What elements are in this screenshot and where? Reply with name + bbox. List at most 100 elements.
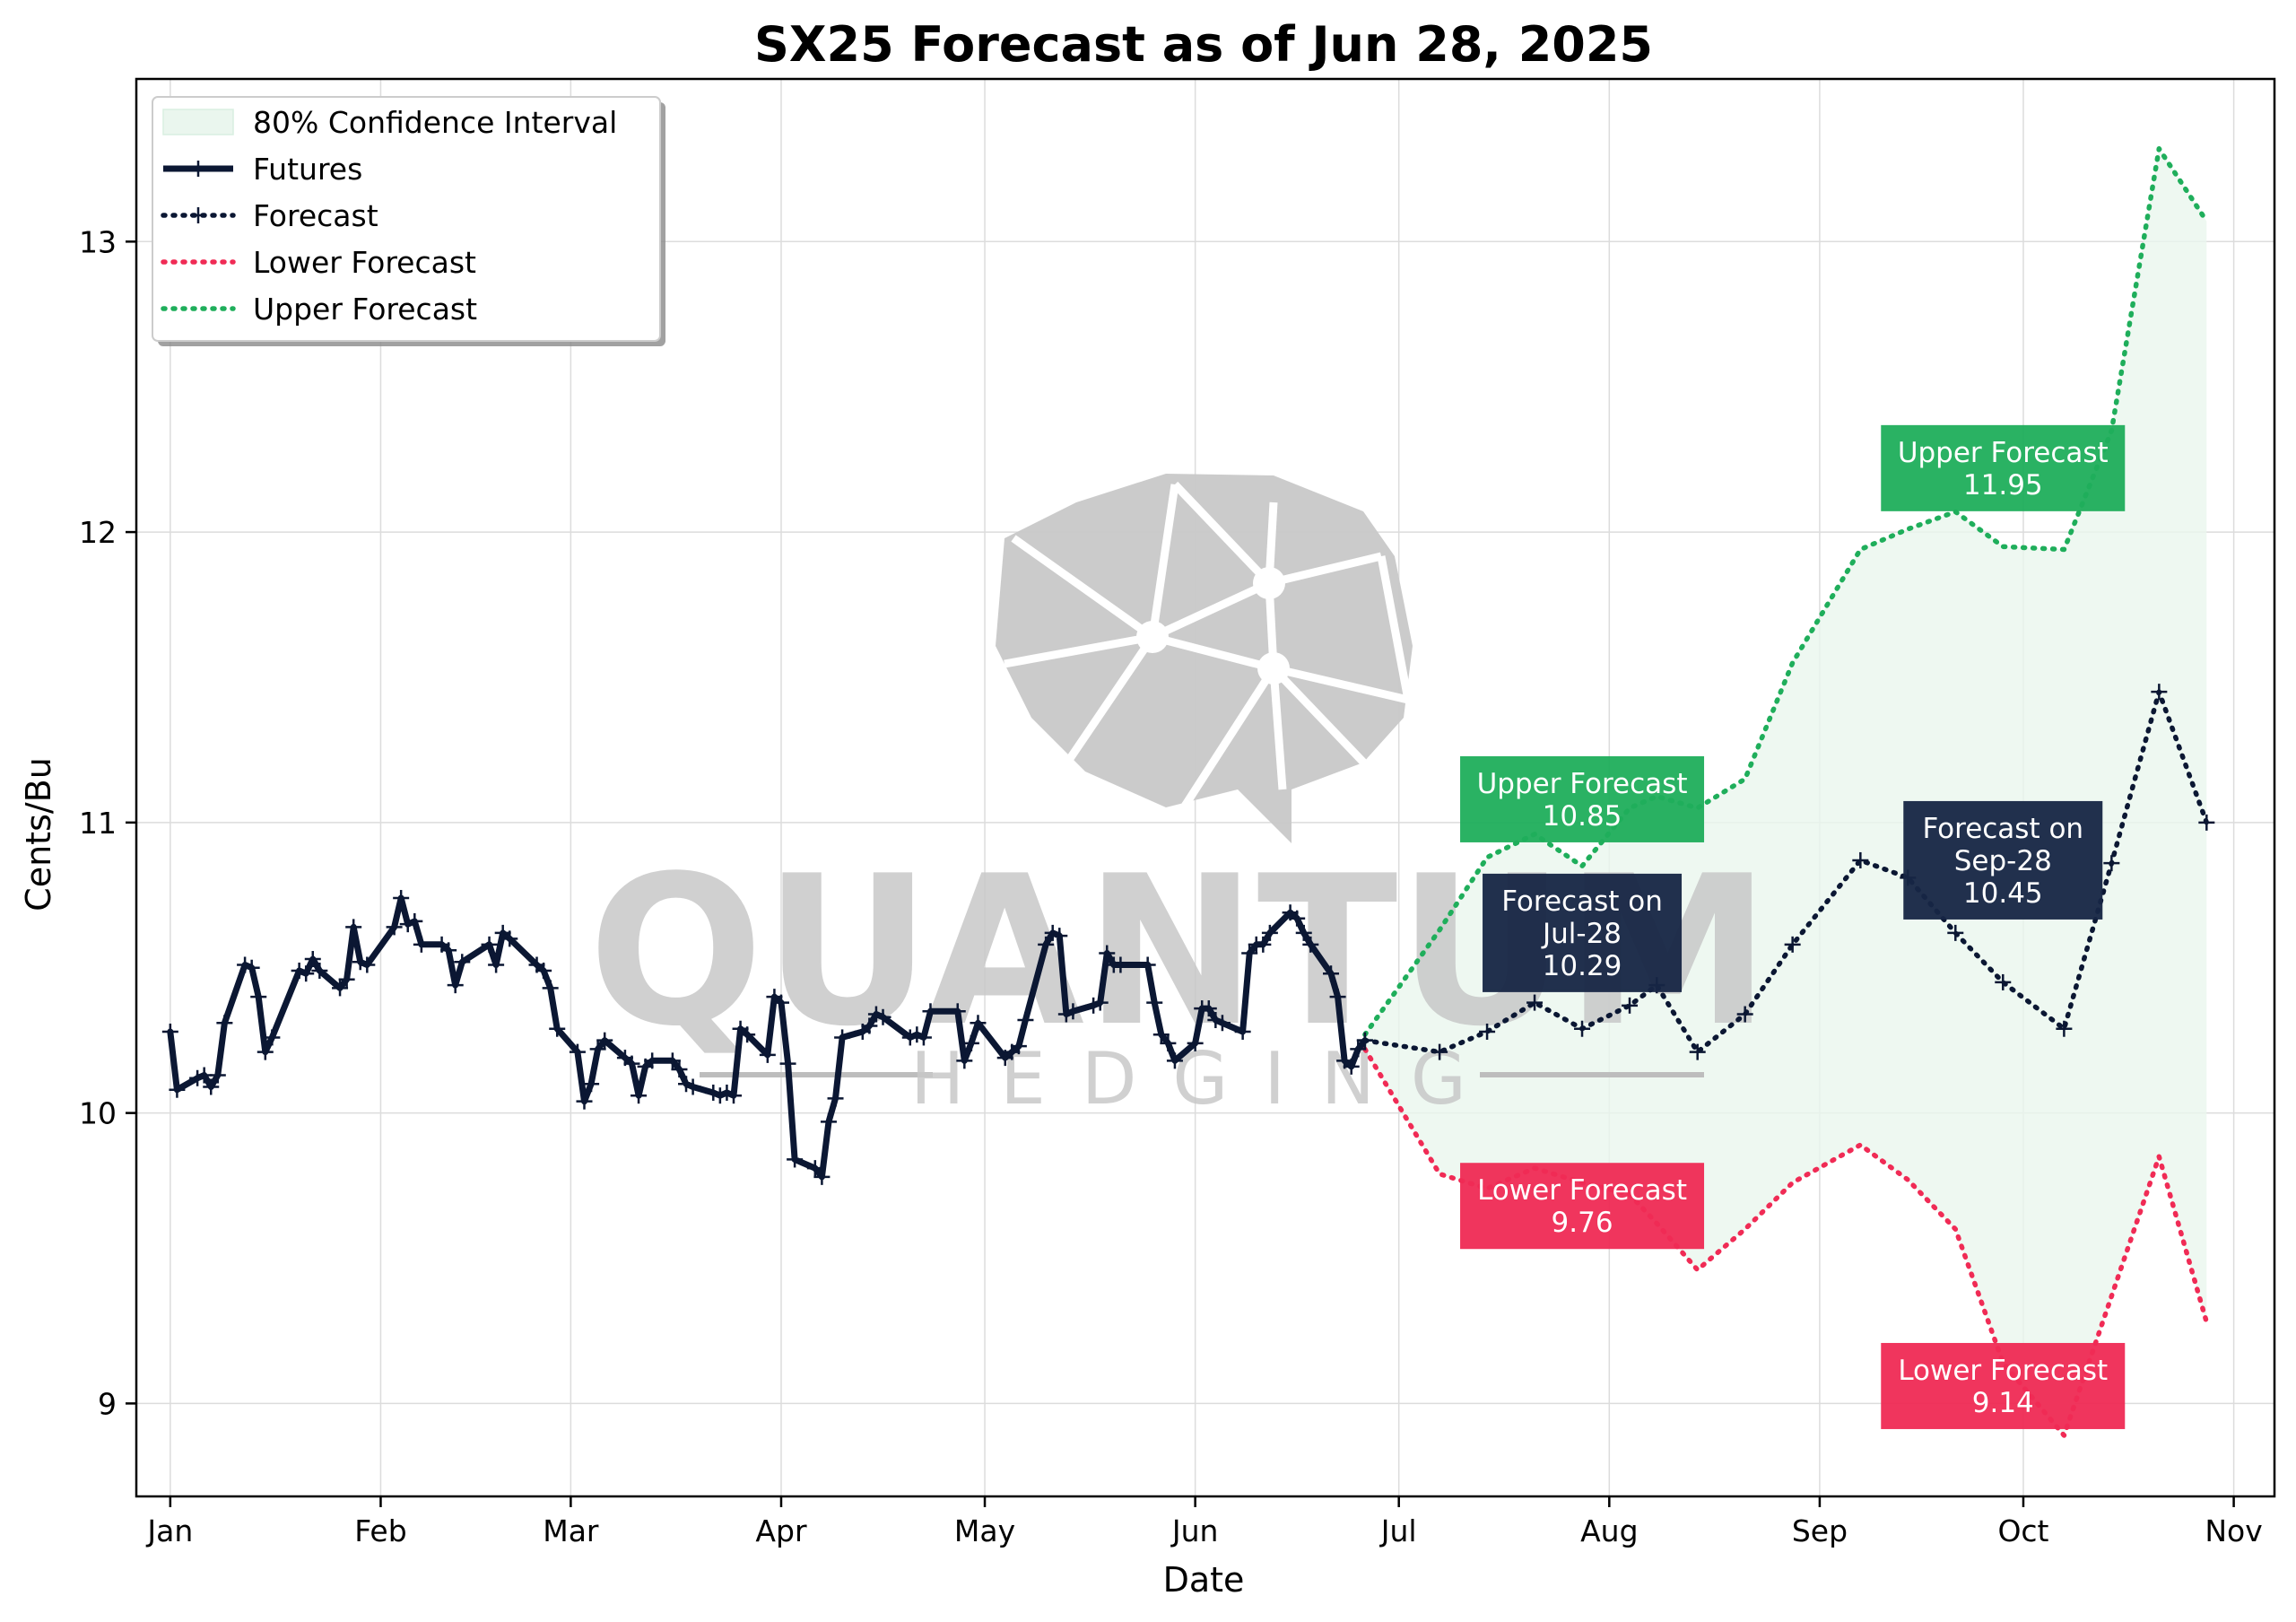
brain-link [1148,484,1179,638]
watermark-logo: QUANTUM HEDGING [588,474,1770,1121]
data-point-forecast [1574,1020,1591,1037]
confidence-band [1364,148,2207,1436]
annotation-text: Forecast on [1501,885,1663,918]
data-point-futures [1057,1006,1074,1023]
brain-link [1272,664,1410,704]
data-point-futures [1010,1038,1027,1055]
data-point-futures [1343,1058,1360,1075]
data-point-futures [243,959,260,976]
legend-item: 80% Confidence Interval [162,105,617,140]
brain-link [1270,665,1376,775]
annotation-text: 10.85 [1543,800,1622,833]
annotation-text: Upper Forecast [1898,437,2109,469]
data-point-forecast [2056,1020,2073,1037]
data-point-futures [1261,924,1278,941]
data-point-futures [1112,956,1129,973]
data-point-futures [1146,994,1163,1011]
confidence-interval-band [1364,148,2207,1436]
brain-link [1377,555,1413,701]
data-point-futures [1350,1041,1367,1058]
data-point-futures [644,1052,661,1069]
data-point-futures [1044,924,1061,941]
legend-label: Forecast [253,198,378,233]
data-point-futures [237,956,254,973]
data-point-futures [1038,936,1055,953]
legend-item: Forecast [161,198,378,233]
data-point-futures [1065,1003,1082,1020]
data-point-futures [1213,1015,1231,1032]
data-point-futures [549,1020,566,1037]
data-point-futures [684,1078,701,1095]
x-tick-label: Nov [2205,1513,2262,1548]
brain-link [1064,634,1156,765]
data-point-futures [834,1029,851,1046]
legend-item: Futures [163,152,362,187]
legend-swatch [162,109,234,135]
data-point-futures [264,1029,281,1046]
brain-node [1136,621,1169,653]
annotation-text: Lower Forecast [1898,1355,2108,1387]
data-point-futures [203,1078,220,1095]
data-point-futures [169,1081,186,1098]
annotation-text: Sep-28 [1954,845,2052,877]
data-point-futures [359,956,376,973]
annotation-box [1460,755,1705,842]
data-point-futures [739,1026,756,1043]
brain-link [1151,579,1271,641]
data-point-futures [291,962,308,979]
data-point-futures [1295,924,1312,941]
data-point-futures [161,1023,178,1040]
data-point-futures [1302,936,1319,953]
data-point-futures [623,1055,640,1072]
data-point-futures [1099,945,1116,962]
data-point-futures [1091,994,1109,1011]
data-point-forecast [1526,994,1544,1011]
data-point-futures [332,980,349,997]
brain-link [1151,632,1275,673]
plot-frame [135,77,2276,1498]
x-tick-label: Jan [145,1513,193,1548]
x-tick-label: Oct [1997,1513,2048,1548]
data-point-forecast [1784,936,1801,953]
x-tick-label: Feb [354,1513,406,1548]
legend: 80% Confidence Interval Futures Forecast Lo… [152,96,665,346]
data-point-futures [447,977,464,994]
data-point-forecast [1995,973,2012,990]
brain-icon [996,474,1413,843]
data-point-futures [576,1093,593,1110]
data-point-forecast [2151,684,2168,701]
data-point-futures [596,1032,613,1049]
data-point-futures [1017,1012,1034,1029]
data-point-futures [820,1113,837,1130]
brain-node [1253,567,1285,599]
data-point-futures [338,971,355,988]
y-axis-ticks: 9 10 11 12 13 [79,224,136,1421]
data-point-futures [1152,1026,1170,1043]
data-point-futures [1241,945,1258,962]
y-tick-label: 12 [79,515,117,550]
annotation-box [1460,1163,1705,1250]
data-point-futures [298,965,315,982]
data-point-futures [949,1003,966,1020]
legend-label: Upper Forecast [253,292,477,327]
y-tick-label: 10 [79,1096,117,1131]
annotation-text: Upper Forecast [1477,768,1688,800]
data-point-futures [759,1046,776,1063]
x-tick-label: Aug [1580,1513,1638,1548]
x-axis-label: Date [1163,1560,1245,1600]
annotation-box [1881,424,2126,511]
series-line-forecast [1362,689,2210,1055]
brain-link [1269,667,1287,790]
data-point-futures [1085,997,1102,1014]
data-point-futures [542,980,559,997]
x-tick-label: Jun [1170,1513,1219,1548]
annotation-box [1903,800,2103,920]
x-tick-label: Mar [543,1513,599,1548]
data-point-futures [488,956,505,973]
data-point-forecast [1622,997,1639,1014]
data-point-futures [569,1043,586,1060]
